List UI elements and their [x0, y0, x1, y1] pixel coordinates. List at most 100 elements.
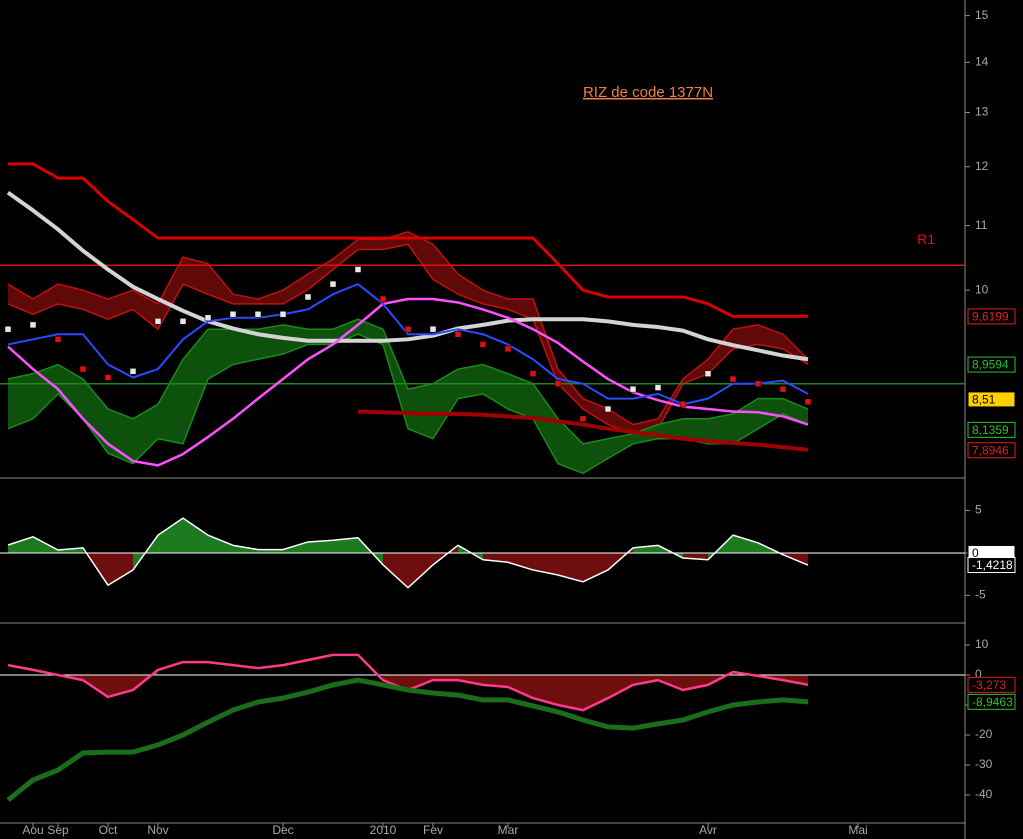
- x-tick-label: Mai: [848, 823, 867, 837]
- area-fill: [183, 518, 208, 553]
- candle: [529, 370, 537, 377]
- series-line: [7, 297, 809, 467]
- price-label: 0: [972, 546, 979, 560]
- price-label-box: [967, 421, 1016, 438]
- candle: [479, 341, 487, 348]
- candle: [779, 385, 787, 393]
- price-label: 9,6199: [972, 310, 1009, 324]
- area-fill: [558, 675, 583, 711]
- y-tick-label: 13: [975, 105, 989, 119]
- candle: [304, 293, 312, 301]
- price-label: -8,9463: [972, 695, 1013, 709]
- area-fill: [508, 675, 533, 699]
- band-edge: [7, 231, 809, 426]
- candle: [104, 374, 112, 381]
- candle: [404, 325, 412, 333]
- area-fill: [608, 675, 633, 699]
- y-tick-label: -30: [975, 757, 993, 771]
- reference-label: R1: [917, 231, 935, 247]
- candle: [579, 415, 587, 423]
- area-fill: [408, 552, 433, 588]
- candle: [379, 295, 387, 303]
- candle: [429, 325, 437, 333]
- candle: [29, 321, 37, 329]
- area-fill: [583, 552, 608, 582]
- candle: [679, 400, 687, 408]
- x-tick-label: Mar: [498, 823, 519, 837]
- band-fill: [8, 231, 808, 434]
- area-fill: [108, 552, 133, 586]
- x-tick-label: Avr: [699, 823, 717, 837]
- candle: [279, 311, 287, 318]
- candle: [704, 370, 712, 377]
- candle: [629, 385, 637, 393]
- area-fill: [783, 675, 808, 685]
- candle: [54, 336, 62, 343]
- series-line: [6, 190, 809, 362]
- candle: [454, 330, 462, 338]
- area-fill: [283, 541, 308, 553]
- price-label: 8,51: [972, 393, 996, 407]
- price-label-box: [967, 308, 1016, 325]
- y-tick-label: -5: [975, 588, 986, 602]
- area-fill: [308, 540, 333, 553]
- x-tick-label: Nov: [147, 823, 168, 837]
- y-tick-label: 11: [975, 218, 988, 232]
- area-fill: [8, 536, 33, 553]
- price-label: 8,1359: [972, 423, 1009, 437]
- series-line: [8, 162, 808, 318]
- y-tick-label: 0: [975, 667, 982, 681]
- price-label-box: [967, 391, 1016, 408]
- area-fill: [158, 518, 183, 553]
- candle: [804, 398, 812, 406]
- y-tick-label: -40: [975, 787, 993, 801]
- area-fill: [533, 552, 558, 576]
- candle: [554, 380, 562, 387]
- series-line: [6, 677, 809, 803]
- x-tick-label: Oct: [99, 823, 118, 837]
- candle: [354, 266, 362, 273]
- area-fill: [333, 537, 358, 553]
- price-label: 8,9594: [972, 358, 1009, 372]
- y-tick-label: -20: [975, 727, 993, 741]
- x-tick-label: Dec: [272, 823, 293, 837]
- candle: [229, 311, 237, 318]
- area-fill: [683, 675, 708, 690]
- band-edge: [7, 318, 809, 445]
- candle: [729, 375, 737, 383]
- candle: [329, 280, 337, 288]
- candle: [654, 384, 662, 391]
- area-fill: [633, 675, 658, 685]
- price-label: 7,8946: [972, 443, 1009, 457]
- price-label: -3,273: [972, 678, 1006, 692]
- x-tick-label: Aou: [22, 823, 43, 837]
- series-line: [357, 409, 809, 452]
- area-fill: [383, 552, 408, 588]
- price-label-box: [967, 693, 1016, 710]
- y-tick-label: 15: [975, 8, 989, 22]
- area-fill: [583, 675, 608, 711]
- area-fill: [483, 675, 508, 687]
- y-tick-label: 12: [975, 159, 989, 173]
- x-tick-label: Sep: [47, 823, 69, 837]
- x-tick-label: 2010: [370, 823, 397, 837]
- candle: [79, 365, 87, 373]
- area-fill: [508, 552, 533, 570]
- candle: [204, 314, 212, 322]
- area-fill: [433, 675, 458, 681]
- y-tick-label: 10: [975, 637, 989, 651]
- candle: [179, 318, 187, 325]
- area-fill: [733, 535, 758, 553]
- candle: [154, 318, 162, 325]
- candle: [754, 380, 762, 387]
- chart-title: RIZ de code 1377N: [583, 84, 713, 101]
- band-fill: [8, 319, 808, 474]
- candle: [604, 405, 612, 413]
- price-label-box: [967, 442, 1016, 459]
- area-fill: [208, 535, 233, 553]
- band-edge: [7, 243, 809, 435]
- price-label-box: [967, 356, 1016, 373]
- candle: [4, 325, 12, 333]
- area-fill: [233, 545, 258, 553]
